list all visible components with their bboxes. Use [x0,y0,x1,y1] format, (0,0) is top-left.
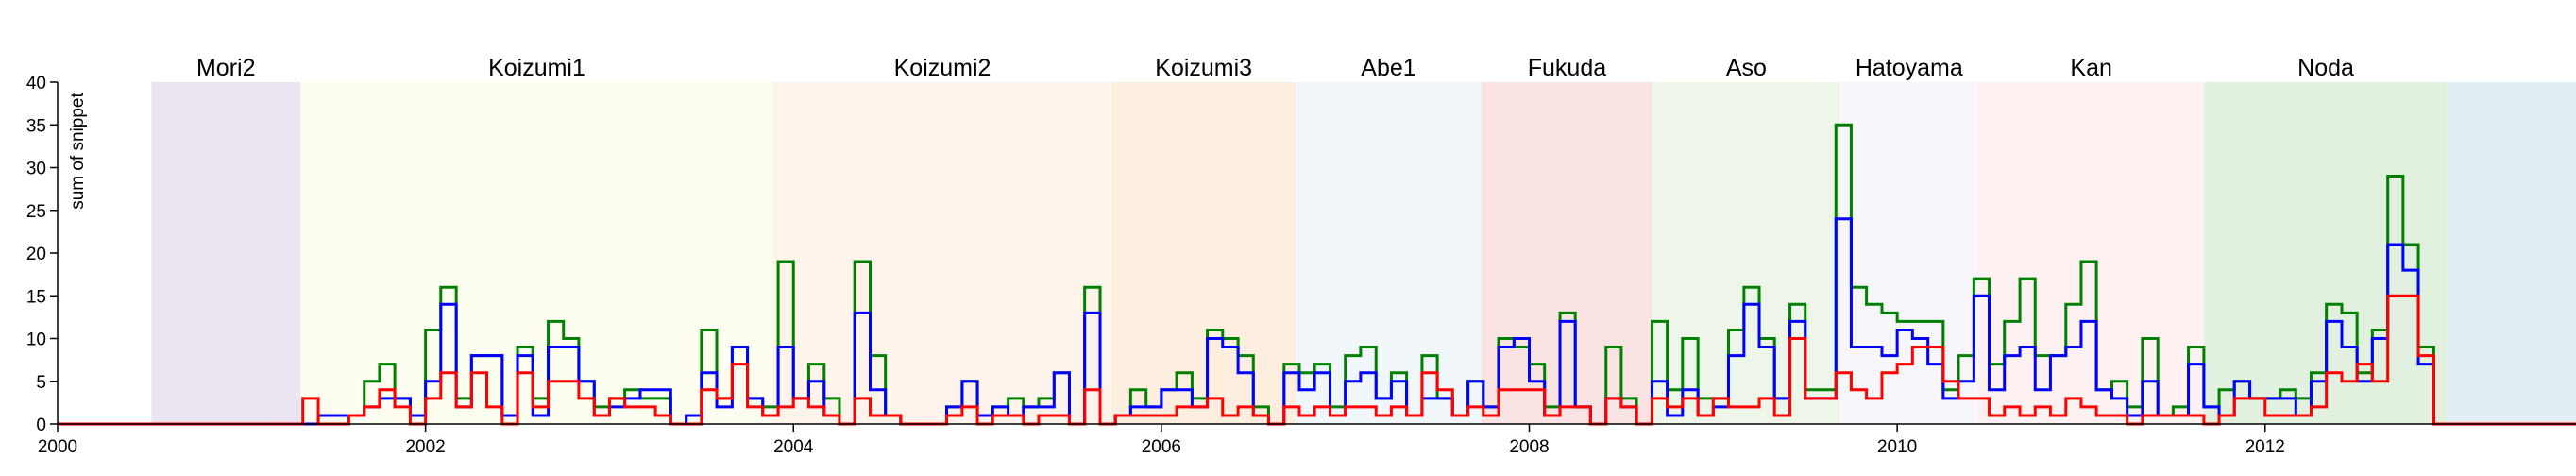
y-tick-label: 35 [26,116,46,136]
x-tick-label: 2010 [1877,437,1917,457]
cabinet-label: Koizumi2 [894,55,991,81]
y-tick-label: 15 [26,287,46,307]
cabinet-label: Fukuda [1528,55,1606,81]
cabinet-band [1652,82,1840,424]
cabinet-band [1296,82,1482,424]
x-tick-label: 2004 [773,437,814,457]
cabinet-band [772,82,1112,424]
cabinet-band [1111,82,1296,424]
series-line [58,217,2576,426]
x-tick-label: 2008 [1509,437,1549,457]
cabinet-band [1977,82,2205,424]
axes: 0 5 10 15 20 25 30 35 40 2000 2002 2004 2006 2008 2010… [26,74,2576,457]
series-lines [58,123,2576,426]
cabinet-band [1839,82,1978,424]
y-tick-label: 5 [36,373,46,393]
x-tick-label: 2000 [38,437,77,457]
y-axis-label: sum of snippet [68,93,88,210]
cabinet-band [1481,82,1653,424]
cabinet-label: Koizumi1 [488,55,585,81]
cabinet-label: Mori2 [196,55,256,81]
cabinet-bands: Mori2 Koizumi1 Koizumi2 Koizumi3 Abe1 Fukuda A… [151,55,2576,424]
cabinet-band [2447,82,2576,424]
y-tick-label: 25 [26,202,46,222]
y-tick-label: 0 [36,416,46,435]
y-tick-label: 20 [26,245,46,264]
cabinet-label: Hatoyama [1856,55,1963,81]
x-tick-label: 2012 [2246,437,2285,457]
cabinet-band [151,82,301,424]
cabinet-label: Abe1 [1361,55,1415,81]
cabinet-label: Koizumi3 [1155,55,1252,81]
cabinet-label: Noda [2297,55,2354,81]
cabinet-label: Kan [2070,55,2111,81]
y-tick-label: 30 [26,160,46,179]
y-tick-label: 40 [26,74,46,94]
x-tick-label: 2002 [405,437,445,457]
x-tick-label: 2006 [1142,437,1181,457]
cabinet-label: Aso [1726,55,1767,81]
series-line [58,294,2576,426]
y-tick-label: 10 [26,331,46,350]
